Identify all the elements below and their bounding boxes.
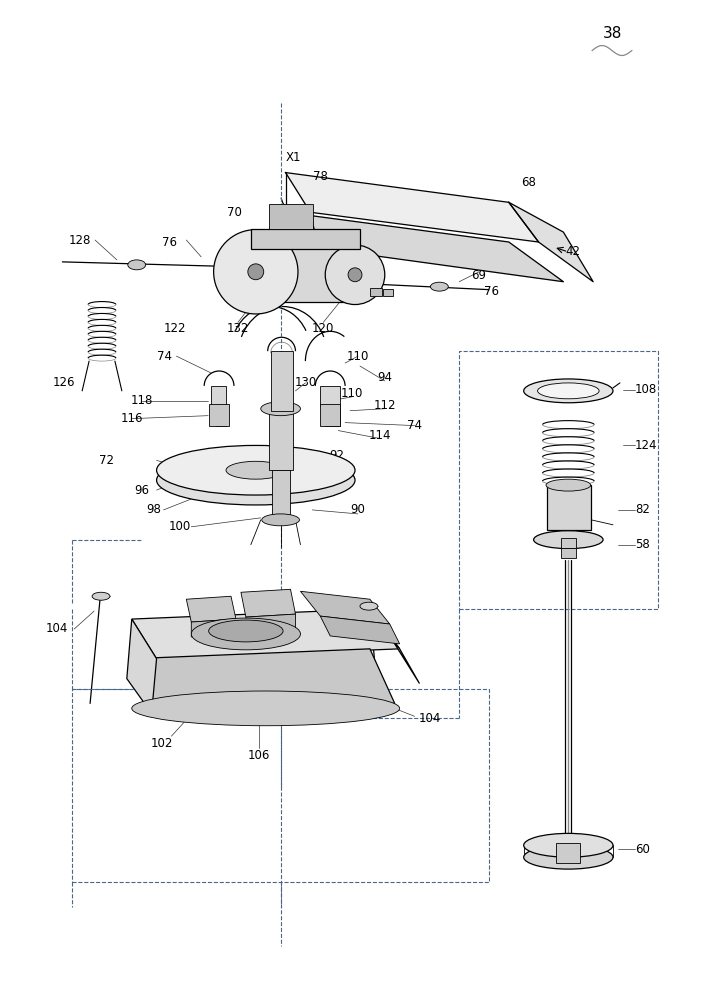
Polygon shape — [509, 202, 593, 282]
Text: 68: 68 — [521, 176, 536, 189]
Ellipse shape — [523, 379, 613, 403]
Text: 112: 112 — [373, 399, 396, 412]
Text: 120: 120 — [312, 322, 334, 335]
Text: 94: 94 — [377, 371, 392, 384]
Polygon shape — [321, 386, 340, 426]
Ellipse shape — [546, 479, 590, 491]
Ellipse shape — [208, 620, 283, 642]
Polygon shape — [246, 614, 296, 634]
Text: 122: 122 — [164, 322, 186, 335]
Text: 126: 126 — [53, 376, 76, 389]
Text: 76: 76 — [162, 236, 177, 249]
Text: 69: 69 — [471, 269, 486, 282]
Ellipse shape — [431, 282, 448, 291]
Polygon shape — [132, 649, 395, 713]
Bar — [561, 538, 576, 548]
Polygon shape — [321, 616, 400, 644]
Ellipse shape — [360, 602, 378, 610]
Text: 130: 130 — [294, 376, 316, 389]
Text: 74: 74 — [407, 419, 422, 432]
Text: 106: 106 — [248, 749, 270, 762]
Polygon shape — [286, 173, 538, 242]
Bar — [268, 411, 293, 470]
Bar — [321, 404, 340, 426]
Polygon shape — [286, 212, 563, 282]
Ellipse shape — [92, 592, 110, 600]
Text: 60: 60 — [635, 843, 650, 856]
Ellipse shape — [538, 383, 599, 399]
Bar — [72, 689, 489, 882]
Text: 128: 128 — [69, 234, 91, 247]
Text: 118: 118 — [131, 394, 153, 407]
Ellipse shape — [226, 461, 286, 479]
Text: 90: 90 — [351, 503, 366, 516]
Ellipse shape — [191, 618, 301, 650]
Polygon shape — [370, 609, 420, 684]
Text: 132: 132 — [227, 322, 249, 335]
Text: 70: 70 — [226, 206, 241, 219]
Bar — [459, 351, 658, 609]
Polygon shape — [211, 386, 226, 426]
Polygon shape — [241, 589, 296, 617]
Bar — [561, 548, 576, 558]
Bar — [556, 843, 580, 863]
Polygon shape — [186, 596, 236, 622]
Text: 38: 38 — [603, 26, 622, 41]
Ellipse shape — [132, 691, 400, 726]
Text: 108: 108 — [635, 383, 657, 396]
Bar — [246, 247, 360, 302]
Ellipse shape — [128, 260, 146, 270]
Text: 42: 42 — [565, 245, 580, 258]
Ellipse shape — [523, 833, 613, 857]
Bar — [268, 204, 313, 229]
Ellipse shape — [156, 445, 355, 495]
Circle shape — [348, 268, 362, 282]
Text: 78: 78 — [313, 170, 328, 183]
Ellipse shape — [261, 402, 301, 416]
Text: 74: 74 — [157, 350, 172, 363]
Text: 124: 124 — [635, 439, 658, 452]
Bar — [546, 485, 591, 530]
Bar — [209, 404, 229, 426]
Text: 110: 110 — [347, 350, 369, 363]
Polygon shape — [132, 609, 400, 659]
Text: 58: 58 — [635, 538, 650, 551]
Text: 96: 96 — [134, 484, 149, 497]
Text: 110: 110 — [341, 387, 363, 400]
Text: 100: 100 — [169, 520, 191, 533]
Text: 72: 72 — [99, 454, 114, 467]
Text: 82: 82 — [635, 503, 650, 516]
Text: 116: 116 — [121, 412, 143, 425]
Polygon shape — [191, 619, 236, 637]
Text: 102: 102 — [151, 737, 173, 750]
Text: 114: 114 — [368, 429, 391, 442]
Bar — [251, 229, 360, 249]
Bar — [271, 470, 290, 520]
Polygon shape — [301, 591, 390, 624]
Text: X1: X1 — [286, 151, 301, 164]
Polygon shape — [127, 619, 156, 713]
Bar — [370, 288, 382, 296]
Text: 92: 92 — [330, 449, 345, 462]
Ellipse shape — [156, 455, 355, 505]
Text: 104: 104 — [418, 712, 441, 725]
Ellipse shape — [533, 531, 603, 549]
Bar — [271, 351, 293, 411]
Ellipse shape — [262, 514, 299, 526]
Bar — [383, 289, 393, 296]
Ellipse shape — [213, 230, 298, 314]
Ellipse shape — [326, 245, 385, 305]
Text: 76: 76 — [484, 285, 499, 298]
Circle shape — [248, 264, 263, 280]
Text: 98: 98 — [146, 503, 161, 516]
Text: 104: 104 — [46, 622, 69, 635]
Ellipse shape — [523, 845, 613, 869]
